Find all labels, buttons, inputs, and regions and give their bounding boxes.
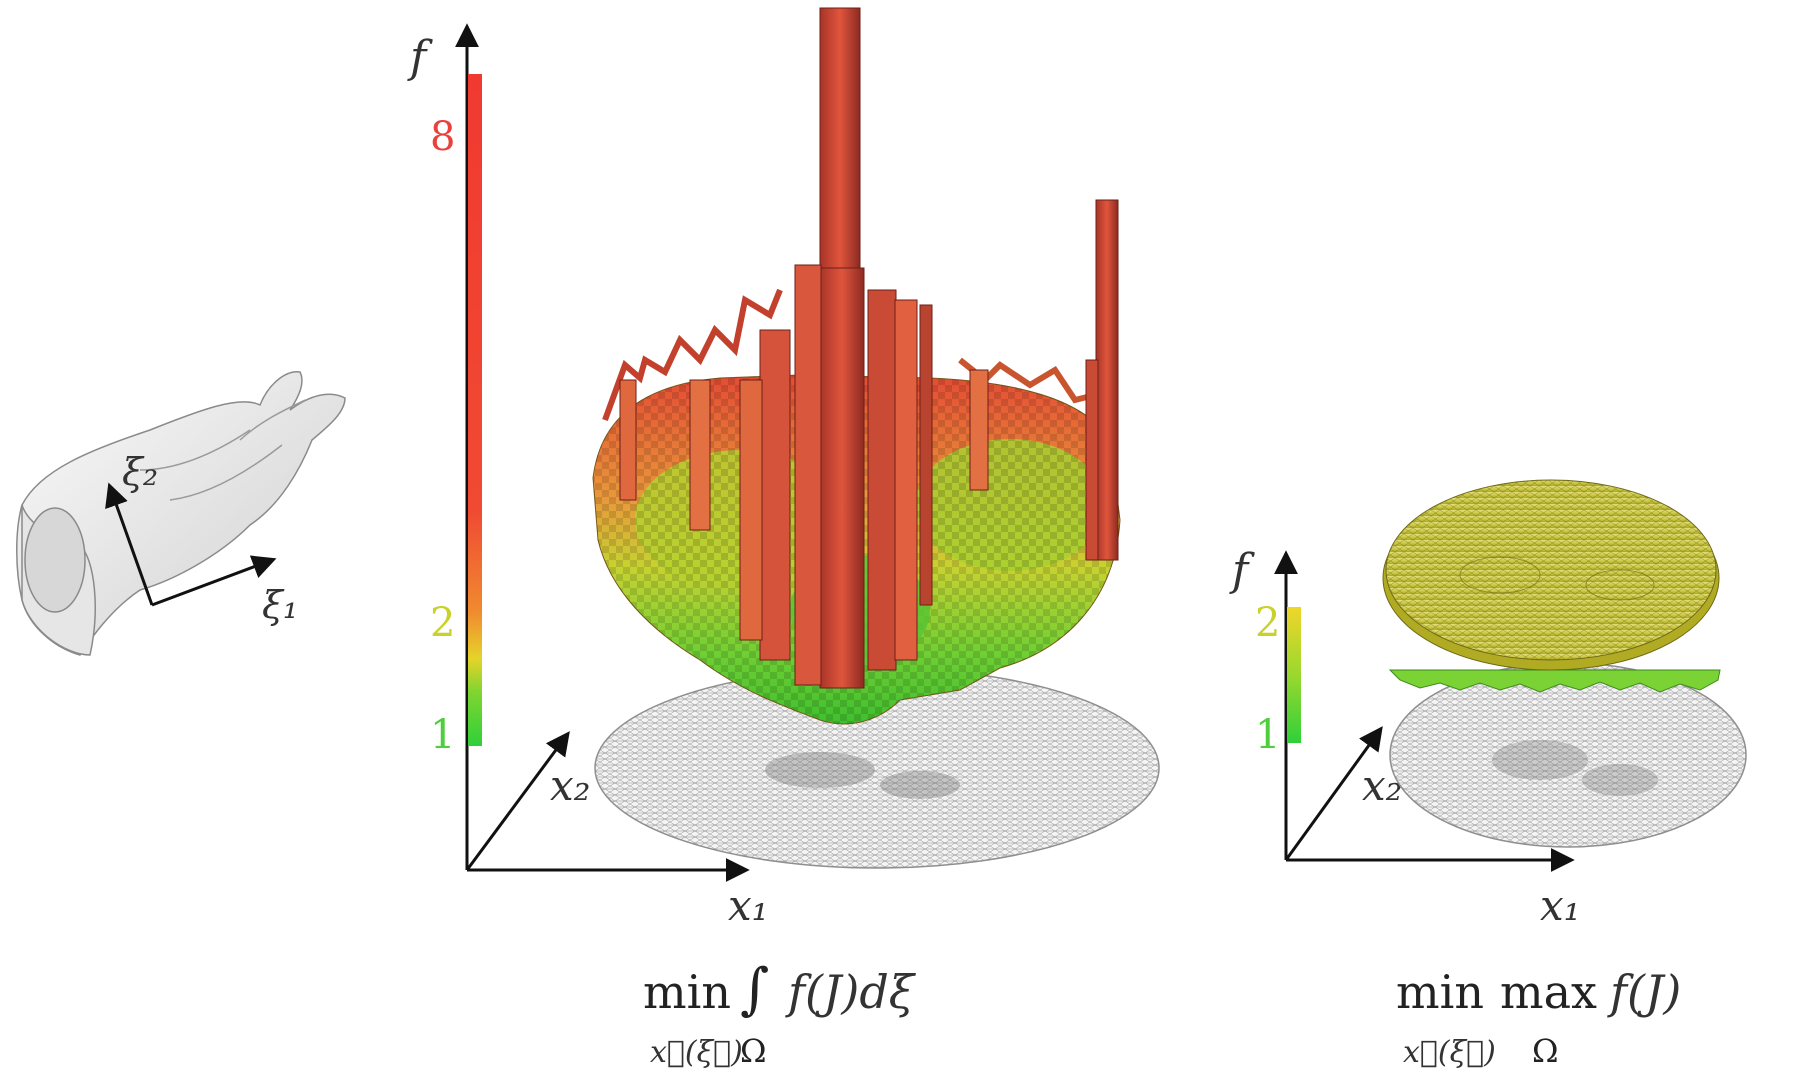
left-spikes: [619, 7, 1119, 689]
left-formula-body: f(J)dξ: [785, 965, 917, 1019]
left-panel: f x₁ x₂ 8 2 1: [407, 7, 1160, 1070]
hand-illustration: [16, 371, 346, 656]
left-formula-min: min: [643, 965, 731, 1019]
left-colorbar-tick-8: 8: [430, 114, 455, 160]
right-colorbar-tick-1: 1: [1255, 712, 1280, 758]
right-x1-label: x₁: [1540, 881, 1581, 930]
left-colorbar-ticks: 8 2 1: [430, 114, 455, 758]
left-colorbar-tick-1: 1: [430, 712, 455, 758]
right-formula-min: min: [1396, 965, 1484, 1019]
right-formula: min x⃗(ξ⃗) max Ω f(J): [1396, 965, 1681, 1070]
left-formula-integral: ∫: [740, 957, 769, 1022]
left-colorbar-tick-2: 2: [430, 600, 455, 646]
right-formula-max: max: [1500, 965, 1597, 1019]
xi2-axis-arrow: [105, 482, 154, 606]
left-colorbar: [468, 74, 482, 746]
left-formula: min x⃗(ξ⃗) ∫ Ω f(J)dξ: [643, 957, 917, 1070]
left-formula-sub: x⃗(ξ⃗): [650, 1035, 743, 1070]
left-x2-axis: [465, 731, 570, 871]
left-formula-omega: Ω: [740, 1032, 767, 1070]
right-formula-omega: Ω: [1532, 1032, 1559, 1070]
left-x2-label: x₂: [550, 761, 591, 810]
right-colorbar: [1287, 607, 1301, 743]
right-formula-sub: x⃗(ξ⃗): [1403, 1035, 1496, 1070]
right-colorbar-ticks: 21: [1255, 600, 1280, 758]
right-f-label: f: [1229, 545, 1255, 596]
right-panel: f x₁ x₂ 21 min x⃗(ξ⃗) max Ω f(J): [1229, 479, 1747, 1070]
xi1-axis-arrow: [151, 555, 277, 607]
left-x1-label: x₁: [728, 881, 769, 930]
right-formula-body: f(J): [1607, 965, 1681, 1019]
left-f-label: f: [407, 32, 433, 83]
right-x2-axis: [1284, 726, 1383, 861]
right-colorbar-tick-2: 2: [1255, 600, 1280, 646]
xi1-label: ξ₁: [262, 583, 298, 627]
hand-axes: ξ₂ ξ₁: [105, 450, 298, 627]
right-height-surface: [1382, 479, 1721, 693]
xi2-label: ξ₂: [122, 450, 158, 494]
